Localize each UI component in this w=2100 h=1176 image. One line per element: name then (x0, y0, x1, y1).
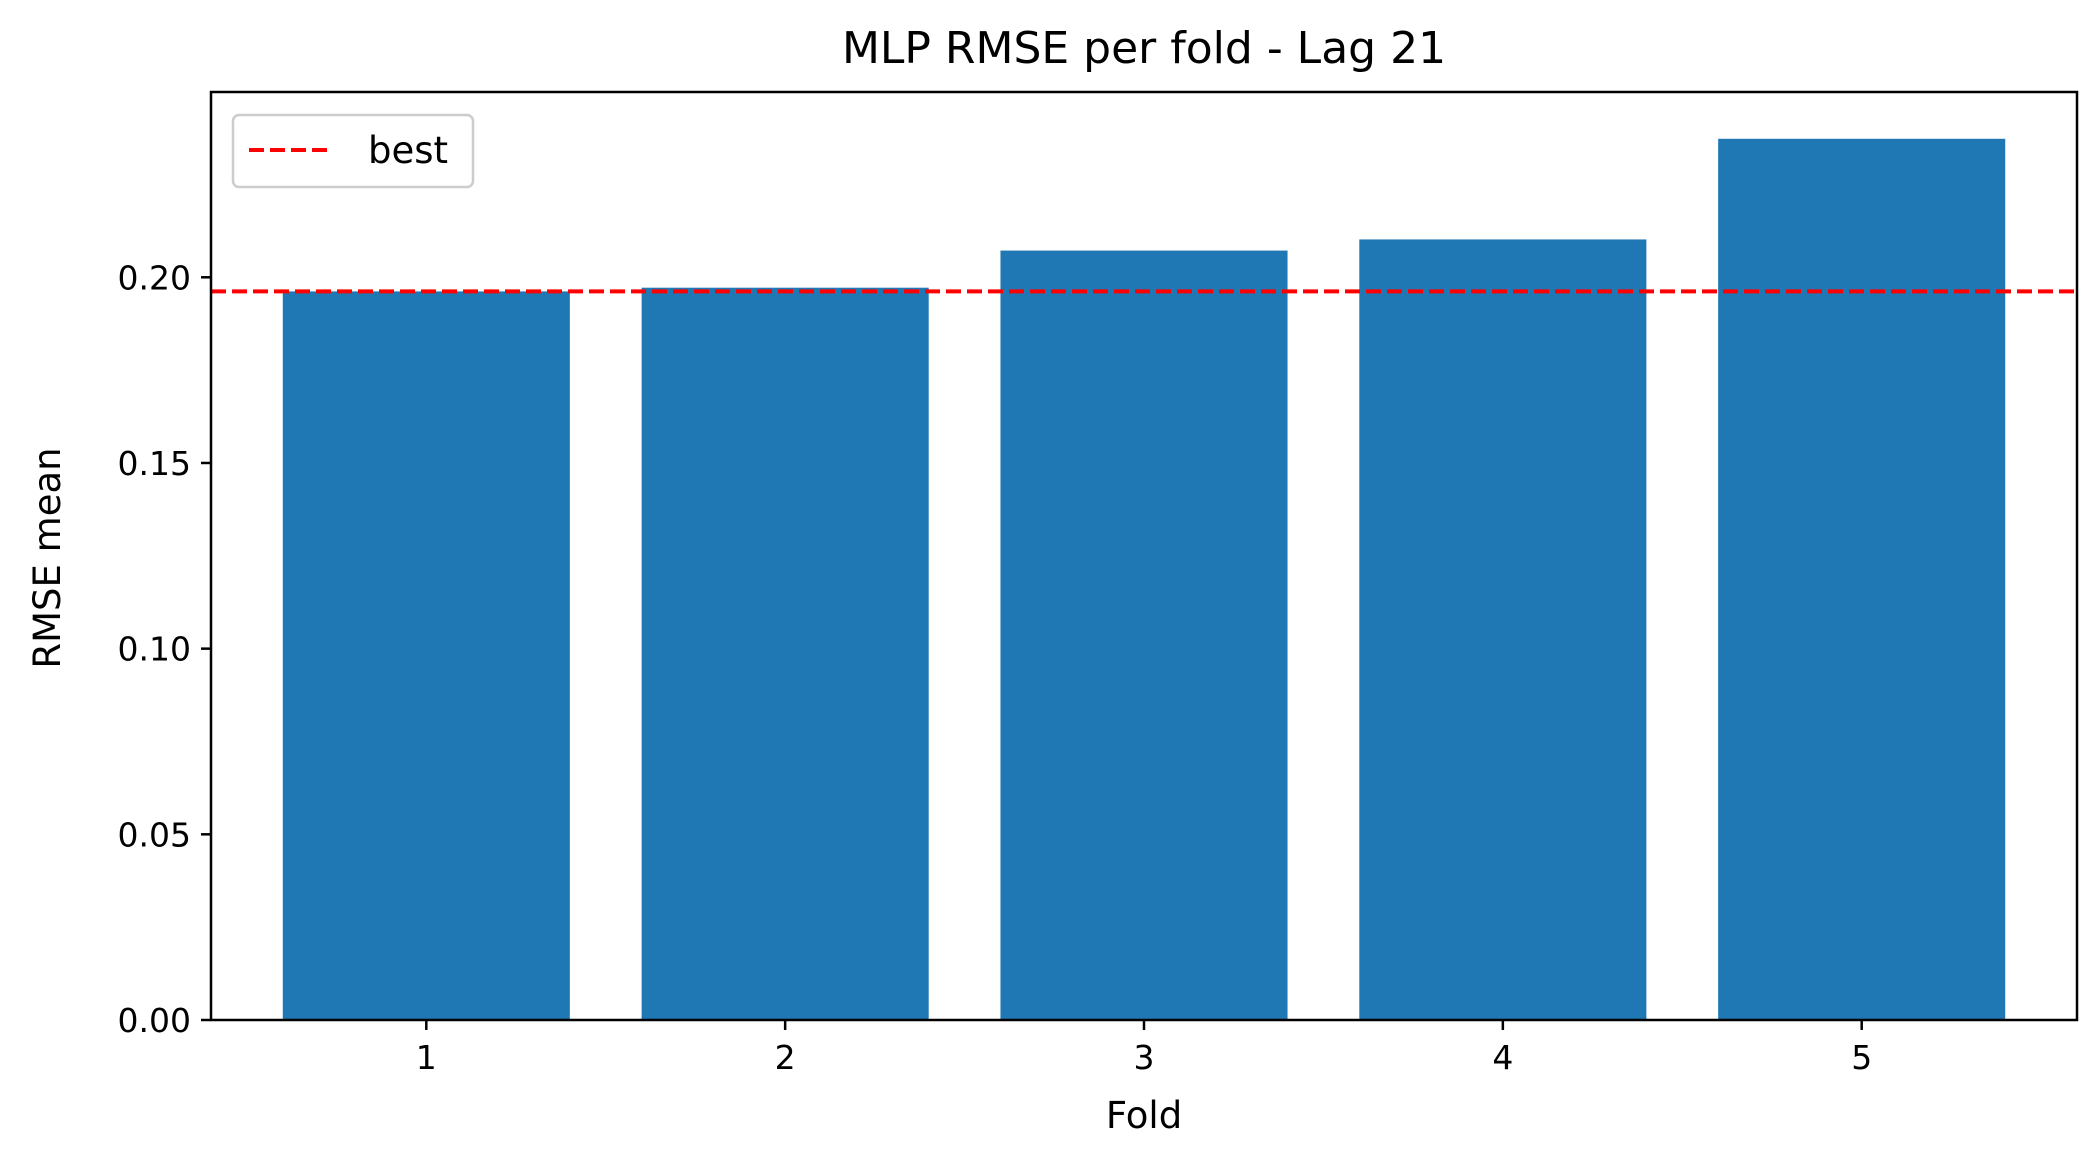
bar-fold-4 (1359, 239, 1647, 1021)
bars-group (282, 138, 2006, 1021)
legend-entry-best: best (368, 129, 448, 172)
bar-fold-3 (1000, 250, 1288, 1021)
x-tick-label: 1 (416, 1038, 437, 1077)
x-tick-label: 3 (1134, 1038, 1155, 1077)
bar-fold-1 (282, 291, 570, 1020)
y-axis: 0.00 0.05 0.10 0.15 0.20 (118, 258, 211, 1040)
x-axis-label: Fold (1106, 1094, 1182, 1137)
legend-box (231, 113, 475, 189)
legend: best (231, 113, 475, 189)
y-tick-label: 0.20 (118, 258, 191, 297)
y-tick-label: 0.05 (118, 815, 191, 854)
x-tick-label: 2 (775, 1038, 796, 1077)
plot-frame (209, 90, 2079, 1022)
y-tick-label: 0.00 (118, 1001, 191, 1040)
bar-fold-2 (641, 287, 929, 1020)
x-axis: 1 2 3 4 5 (416, 1020, 1872, 1077)
y-axis-label: RMSE mean (26, 447, 69, 668)
x-tick-label: 5 (1851, 1038, 1872, 1077)
bar-fold-5 (1718, 138, 2006, 1020)
y-tick-label: 0.10 (118, 630, 191, 669)
chart-title: MLP RMSE per fold - Lag 21 (842, 23, 1446, 74)
y-tick-label: 0.15 (118, 444, 191, 483)
x-tick-label: 4 (1492, 1038, 1513, 1077)
